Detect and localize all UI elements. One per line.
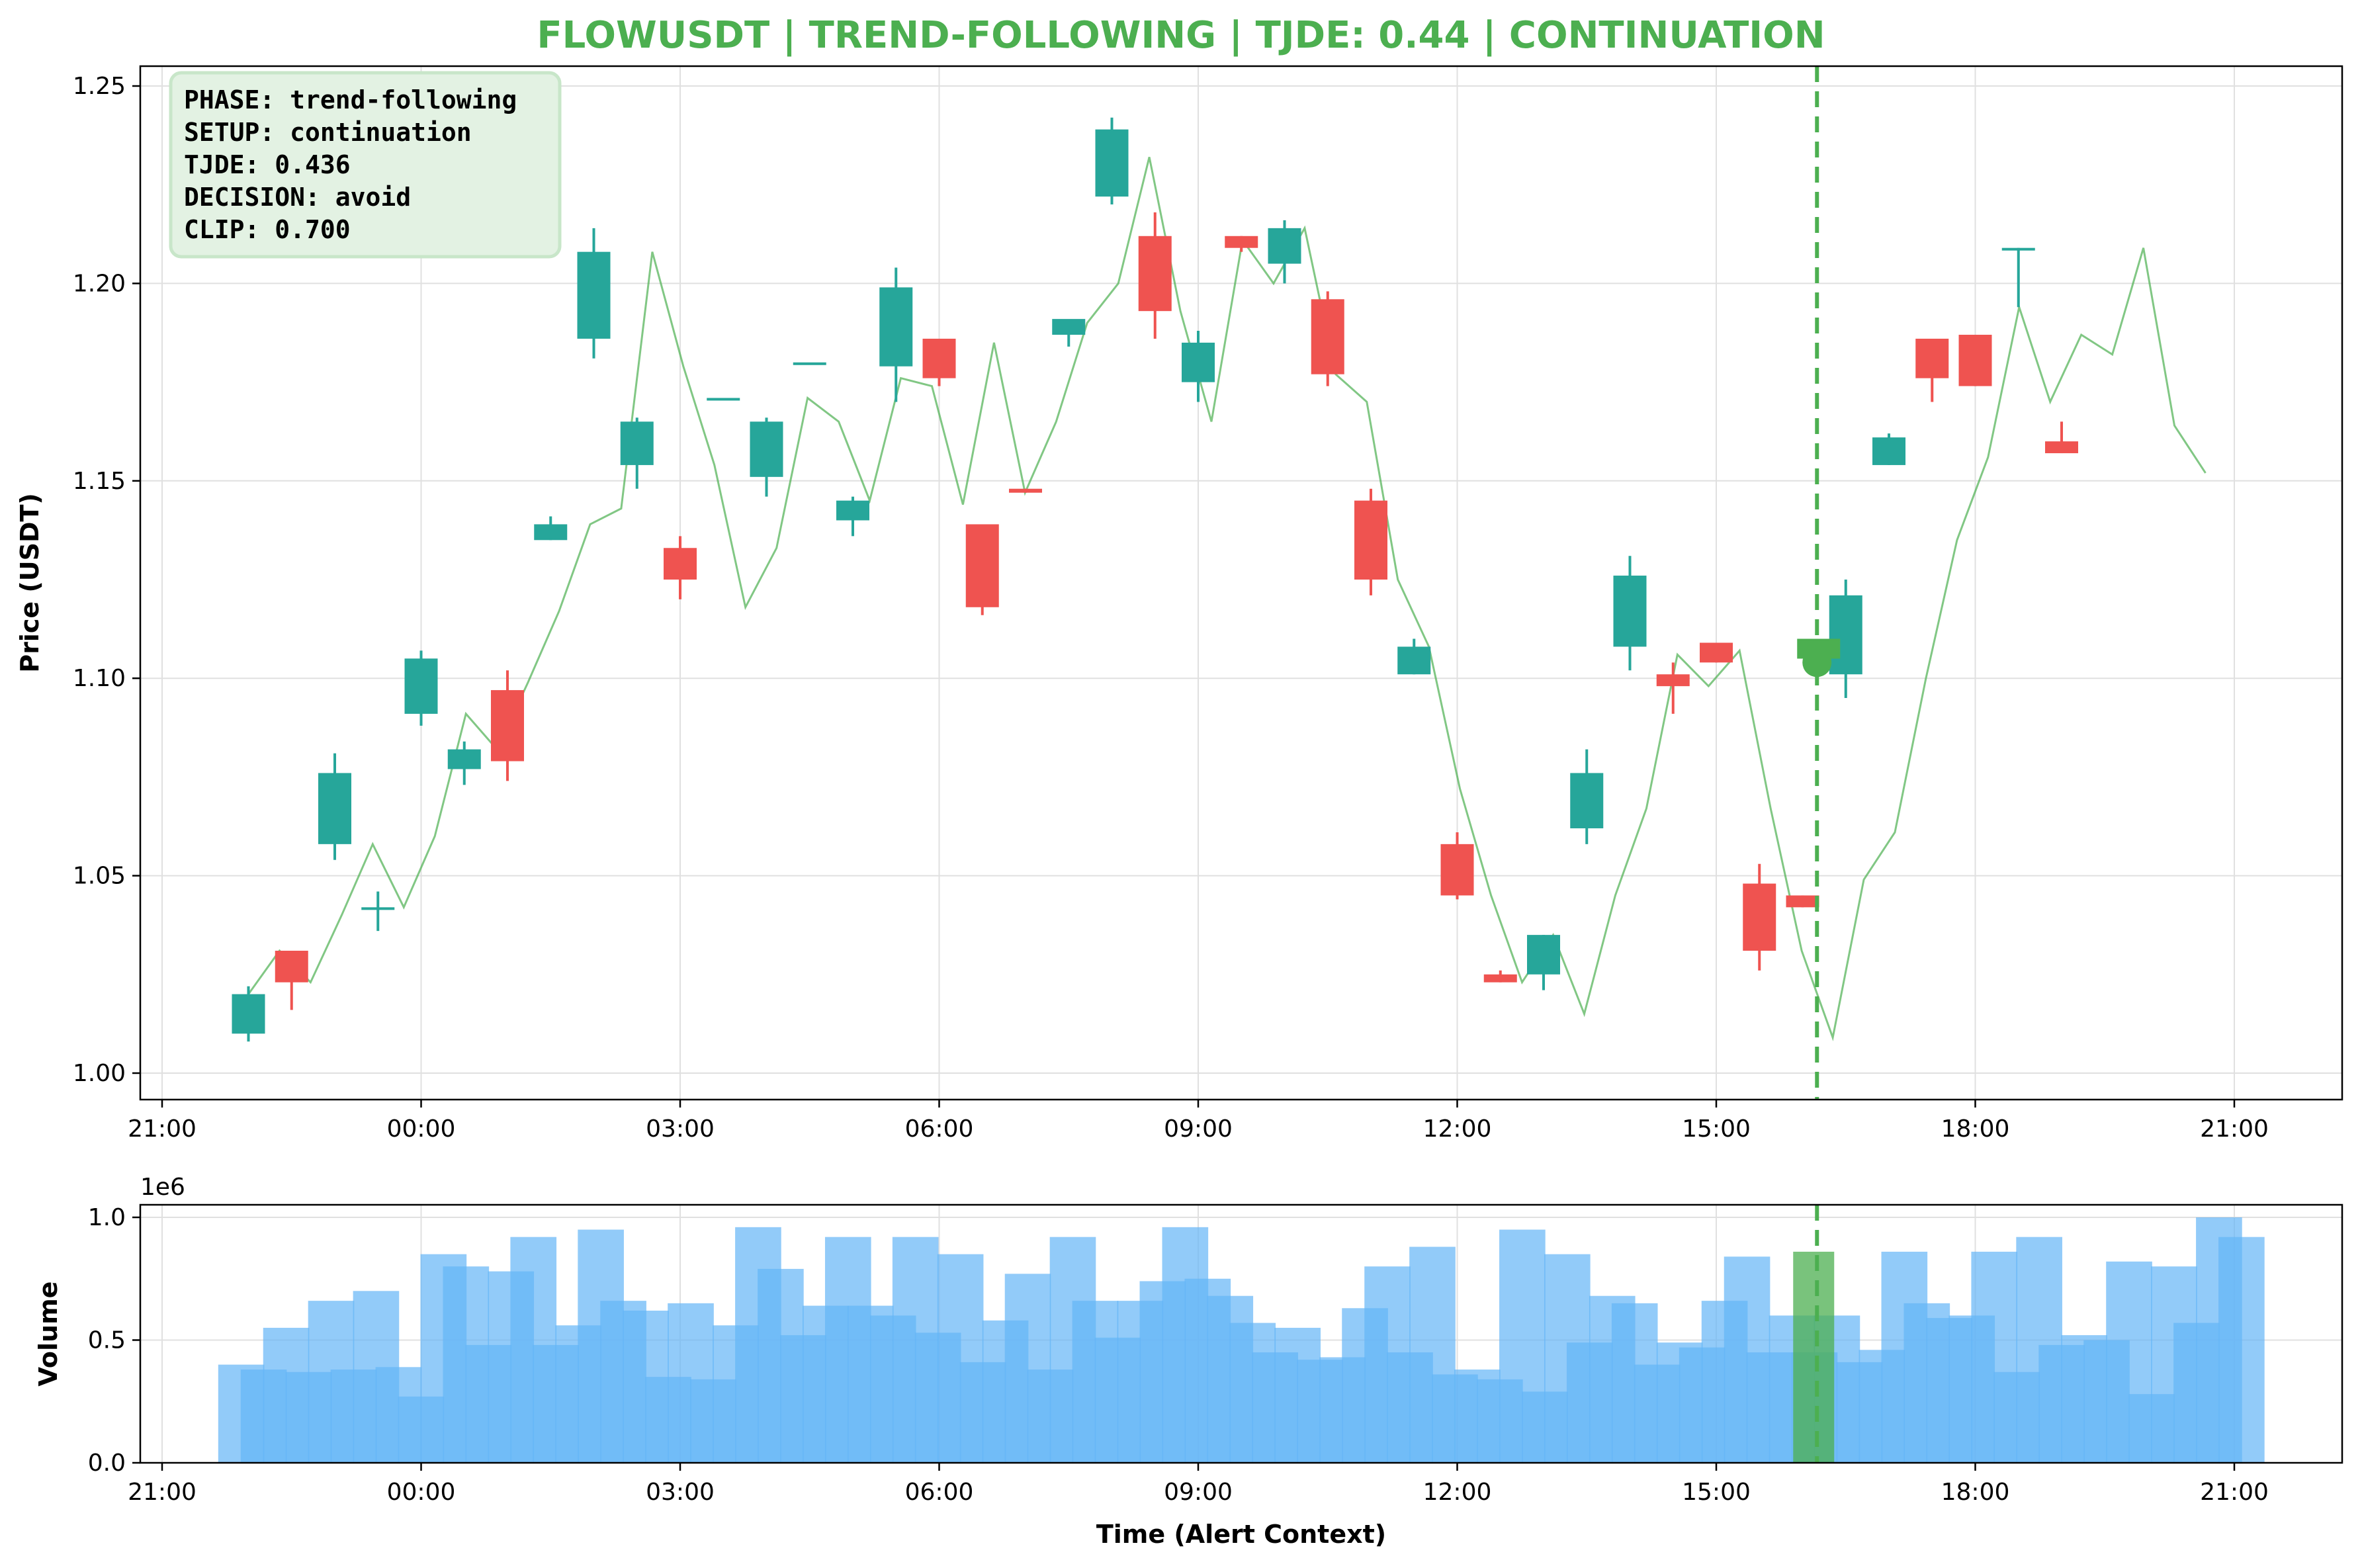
volume-axis-ticks: 0.0 0.5 1.0 21:00 00:00 03:00 06:00 09:00 12:00 1… [88, 1204, 2269, 1506]
candle-body-up [447, 749, 481, 769]
price-xtick-label: 03:00 [646, 1115, 715, 1143]
candle-body-down [1743, 883, 1776, 951]
price-axis-ticks: 1.00 1.05 1.10 1.15 1.20 1.25 21:00 00:00 03:00 0… [73, 73, 2269, 1143]
candle-body-down [1656, 674, 1690, 687]
candle-body-down [965, 524, 999, 607]
candle-body-up [1268, 228, 1301, 264]
time-axis-title: Time (Alert Context) [1096, 1520, 1386, 1549]
price-ytick-label: 1.25 [73, 73, 126, 100]
price-candles [232, 66, 2207, 1100]
info-line-phase: PHASE: trend-following [184, 85, 517, 114]
volume-ytick-label: 0.0 [88, 1450, 126, 1477]
candle-body-up [1527, 935, 1560, 975]
price-xtick-label: 09:00 [1164, 1115, 1233, 1143]
price-ytick-label: 1.15 [73, 468, 126, 495]
price-xtick-label: 21:00 [2200, 1115, 2269, 1143]
candle-body-down [1786, 895, 1819, 908]
candle-body-up [2001, 247, 2035, 251]
candle-body-up [404, 658, 438, 714]
candle-body-up [793, 362, 826, 365]
price-xtick-label: 21:00 [128, 1115, 197, 1143]
candle-body-down [491, 690, 524, 762]
candle-body-up [1397, 646, 1431, 675]
candle-body-up [750, 421, 783, 477]
candle-body-up [318, 773, 351, 844]
candle-body-down [2045, 441, 2078, 454]
candle-body-down [1483, 974, 1517, 982]
info-line-setup: SETUP: continuation [184, 118, 472, 147]
volume-xtick-label: 06:00 [905, 1479, 974, 1506]
info-box: PHASE: trend-following SETUP: continuati… [169, 71, 562, 259]
volume-ytick-label: 0.5 [88, 1327, 126, 1354]
candle-body-down [275, 950, 308, 982]
candle-body-up [707, 398, 740, 401]
volume-xtick-label: 09:00 [1164, 1479, 1233, 1506]
candle-body-up [1052, 319, 1086, 335]
volume-xtick-label: 21:00 [2200, 1479, 2269, 1506]
price-ytick-label: 1.20 [73, 270, 126, 297]
candle-body-down [664, 548, 697, 580]
volume-xtick-label: 21:00 [128, 1479, 197, 1506]
candle-body-up [879, 287, 913, 367]
candle-body-down [1915, 338, 1949, 378]
chart-title: FLOWUSDT | TREND-FOLLOWING | TJDE: 0.44 … [537, 14, 1825, 57]
price-ytick-label: 1.10 [73, 665, 126, 692]
candle-body-up [232, 994, 265, 1034]
info-line-tjde: TJDE: 0.436 [184, 150, 351, 179]
price-ytick-label: 1.05 [73, 863, 126, 890]
price-xtick-label: 12:00 [1423, 1115, 1492, 1143]
candle-body-down [1225, 236, 1258, 248]
volume-xtick-label: 12:00 [1423, 1479, 1492, 1506]
volume-scale-label: 1e6 [140, 1174, 185, 1201]
candle-body-up [534, 524, 568, 541]
candle-body-down [1138, 236, 1172, 312]
candle-body-up [1829, 595, 1862, 675]
candle-body-up [836, 500, 869, 521]
volume-frame [139, 1203, 2343, 1464]
info-line-decision: DECISION: avoid [184, 183, 411, 212]
price-xtick-label: 00:00 [387, 1115, 456, 1143]
info-line-clip: CLIP: 0.700 [184, 215, 351, 244]
candle-body-up [1872, 437, 1905, 465]
candle-body-down [1311, 299, 1344, 374]
price-frame [139, 65, 2343, 1101]
candle-body-up [577, 251, 611, 339]
volume-ytick-label: 1.0 [88, 1204, 126, 1231]
candle-body-up [1182, 342, 1215, 382]
alert-candle [1797, 638, 1841, 659]
info-box-background [169, 71, 562, 259]
candle-body-down [1958, 334, 1992, 386]
volume-bar [2218, 1237, 2265, 1463]
volume-xtick-label: 18:00 [1941, 1479, 2010, 1506]
price-ytick-label: 1.00 [73, 1060, 126, 1087]
volume-xtick-label: 00:00 [387, 1479, 456, 1506]
candle-body-up [620, 421, 654, 465]
candle-body-up [1613, 576, 1647, 647]
candle-body-down [922, 338, 956, 378]
candle-body-up [1570, 773, 1604, 828]
candle-body-down [1009, 488, 1042, 493]
price-axis-title: Price (USDT) [15, 493, 44, 673]
volume-xtick-label: 03:00 [646, 1479, 715, 1506]
price-xtick-label: 15:00 [1682, 1115, 1751, 1143]
volume-xtick-label: 15:00 [1682, 1479, 1751, 1506]
alert-volume-bar [1793, 1251, 1835, 1463]
volume-axis-title: Volume [34, 1282, 63, 1387]
candle-body-down [1354, 500, 1387, 580]
price-xtick-label: 06:00 [905, 1115, 974, 1143]
candle-body-up [1095, 129, 1129, 197]
volume-bars [218, 1205, 2265, 1463]
volume-panel: 0.0 0.5 1.0 21:00 00:00 03:00 06:00 09:00 12:00 1… [88, 1203, 2343, 1506]
candle-body-up [361, 907, 395, 910]
close-price-line [247, 157, 2207, 1041]
candle-body-down [1440, 844, 1474, 896]
candle-body-down [1700, 642, 1733, 663]
price-xtick-label: 18:00 [1941, 1115, 2010, 1143]
